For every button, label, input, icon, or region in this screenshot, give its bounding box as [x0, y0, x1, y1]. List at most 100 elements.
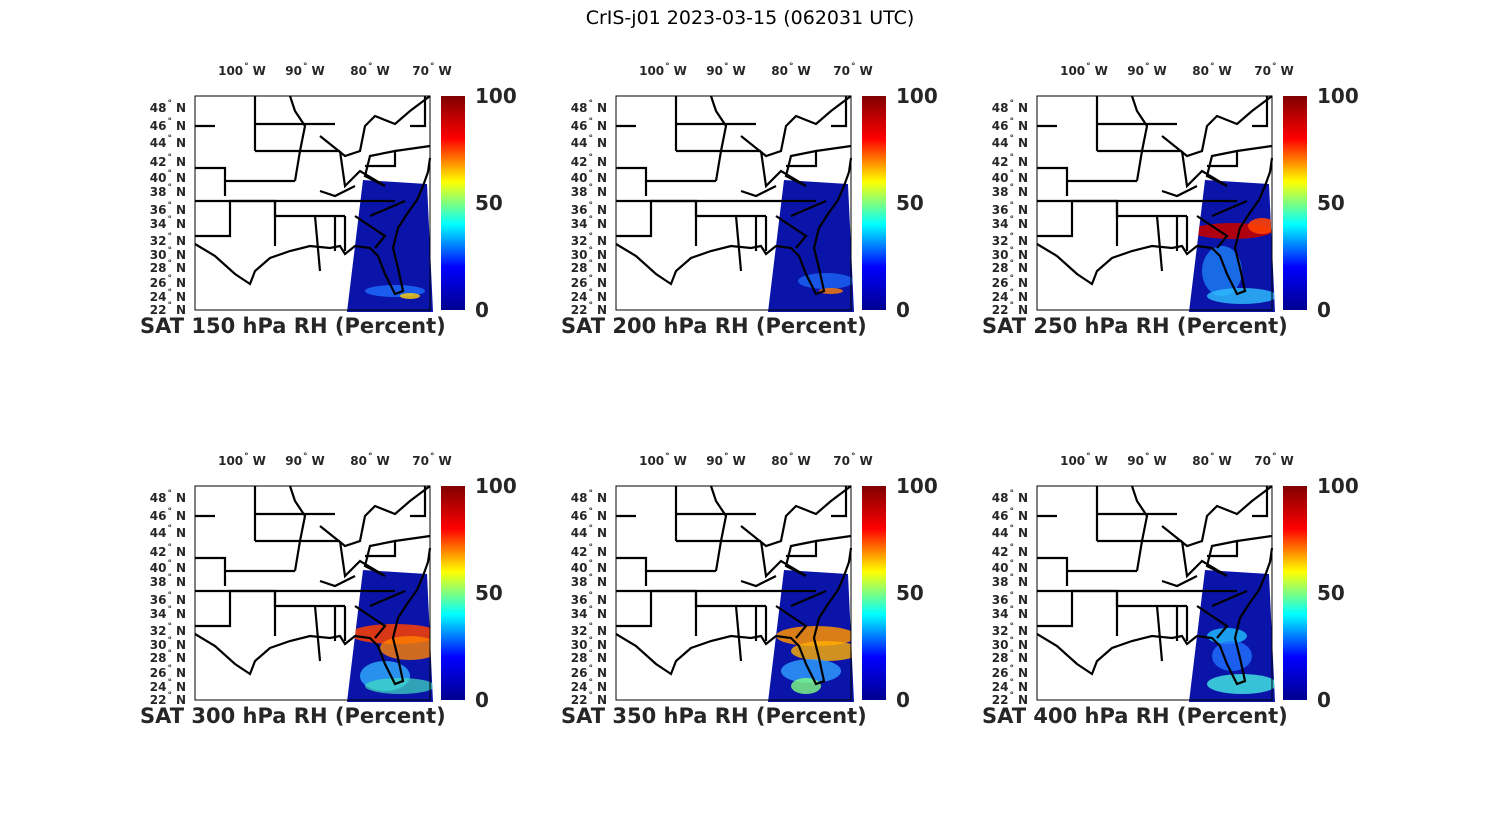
coastline	[194, 547, 432, 686]
lat-value: 22	[149, 693, 167, 707]
degree-symbol: °	[1209, 62, 1215, 72]
lat-value: 44	[570, 526, 588, 540]
hemisphere: N	[1017, 561, 1028, 575]
lat-value: 22	[991, 303, 1009, 317]
lat-value: 44	[991, 526, 1009, 540]
hemisphere: N	[1017, 203, 1028, 217]
lat-value: 48	[991, 101, 1009, 115]
degree-symbol: °	[788, 452, 794, 462]
colorbar-tick-label: 0	[896, 688, 910, 712]
colorbar-tick-label: 50	[896, 191, 924, 215]
lon-tick-label: 100° W	[1060, 62, 1108, 78]
degree-symbol: °	[1009, 99, 1014, 109]
hemisphere: N	[1017, 136, 1028, 150]
hemisphere: N	[1017, 261, 1028, 275]
lat-tick-label: 22° N	[561, 301, 607, 317]
map-plot	[615, 95, 886, 312]
state-border	[616, 199, 816, 272]
lat-tick-label: 48° N	[561, 99, 607, 115]
lon-value: 100	[218, 64, 244, 78]
hemisphere: W	[376, 454, 390, 468]
panel-title: SAT 150 hPa RH (Percent)	[140, 314, 446, 338]
lat-tick-label: 42° N	[140, 543, 186, 559]
degree-symbol: °	[167, 489, 172, 499]
lat-tick-label: 38° N	[561, 573, 607, 589]
lat-value: 26	[149, 276, 167, 290]
state-border	[354, 96, 431, 249]
degree-symbol: °	[167, 301, 172, 311]
colorbar	[441, 96, 465, 310]
satellite-swath	[347, 180, 433, 312]
hemisphere: W	[311, 64, 325, 78]
lon-tick-label: 90° W	[1127, 62, 1166, 78]
state-border	[674, 96, 761, 153]
state-border	[319, 95, 431, 158]
map-frame	[615, 95, 852, 311]
colorbar-tick-label: 100	[475, 474, 517, 498]
lat-value: 34	[991, 217, 1009, 231]
hemisphere: N	[596, 680, 607, 694]
state-border	[740, 485, 852, 548]
degree-symbol: °	[1009, 507, 1014, 517]
degree-symbol: °	[1009, 605, 1014, 615]
rh-feature	[791, 641, 854, 661]
lat-value: 22	[991, 693, 1009, 707]
degree-symbol: °	[1271, 62, 1277, 72]
degree-symbol: °	[167, 622, 172, 632]
lat-tick-label: 36° N	[140, 201, 186, 217]
state-border	[1095, 96, 1182, 153]
state-border	[1161, 575, 1198, 588]
lat-value: 36	[570, 203, 588, 217]
state-border	[740, 575, 777, 588]
lat-tick-label: 22° N	[140, 691, 186, 707]
lat-tick-label: 36° N	[561, 201, 607, 217]
hemisphere: N	[175, 234, 186, 248]
degree-symbol: °	[167, 215, 172, 225]
hemisphere: N	[175, 119, 186, 133]
lat-tick-label: 40° N	[140, 559, 186, 575]
degree-symbol: °	[1009, 691, 1014, 701]
hemisphere: N	[175, 203, 186, 217]
lat-value: 46	[991, 509, 1009, 523]
rh-feature	[365, 678, 433, 694]
hemisphere: N	[175, 276, 186, 290]
panel-title: SAT 350 hPa RH (Percent)	[561, 704, 867, 728]
degree-symbol: °	[167, 524, 172, 534]
degree-symbol: °	[665, 452, 670, 462]
map-plot	[194, 485, 465, 702]
hemisphere: N	[175, 185, 186, 199]
hemisphere: W	[732, 64, 746, 78]
hemisphere: W	[311, 454, 325, 468]
map-panel: 100° W 90° W 80° W 70° W 48° N 46° N 44° N 42° N 40° N 38°…	[982, 446, 1403, 746]
lat-value: 36	[991, 203, 1009, 217]
lat-value: 46	[149, 509, 167, 523]
lat-value: 42	[149, 545, 167, 559]
hemisphere: N	[175, 101, 186, 115]
lat-value: 48	[570, 491, 588, 505]
lat-value: 34	[570, 607, 588, 621]
state-border	[1095, 486, 1182, 543]
state-border	[759, 149, 818, 189]
lat-tick-label: 24° N	[982, 678, 1028, 694]
lat-tick-label: 34° N	[982, 605, 1028, 621]
hemisphere: N	[1017, 234, 1028, 248]
state-border	[1161, 95, 1273, 158]
lon-value: 70	[833, 64, 850, 78]
lat-tick-label: 44° N	[140, 524, 186, 540]
degree-symbol: °	[588, 134, 593, 144]
lon-tick-label: 90° W	[706, 62, 746, 78]
lon-tick-label: 80° W	[1192, 452, 1231, 468]
hemisphere: N	[175, 155, 186, 169]
degree-symbol: °	[429, 452, 435, 462]
hemisphere: W	[673, 64, 687, 78]
lat-tick-label: 40° N	[140, 169, 186, 185]
lon-tick-label: 90° W	[285, 62, 325, 78]
lat-value: 22	[149, 303, 167, 317]
map-panel: 100° W 90° W 80° W 70° W 48° N 46° N 44° N 42° N 40° N 38°…	[982, 56, 1403, 356]
degree-symbol: °	[1009, 232, 1014, 242]
state-border	[195, 199, 395, 272]
degree-symbol: °	[588, 215, 593, 225]
hemisphere: N	[596, 545, 607, 559]
hemisphere: W	[1218, 64, 1232, 78]
lat-tick-label: 26° N	[982, 664, 1028, 680]
